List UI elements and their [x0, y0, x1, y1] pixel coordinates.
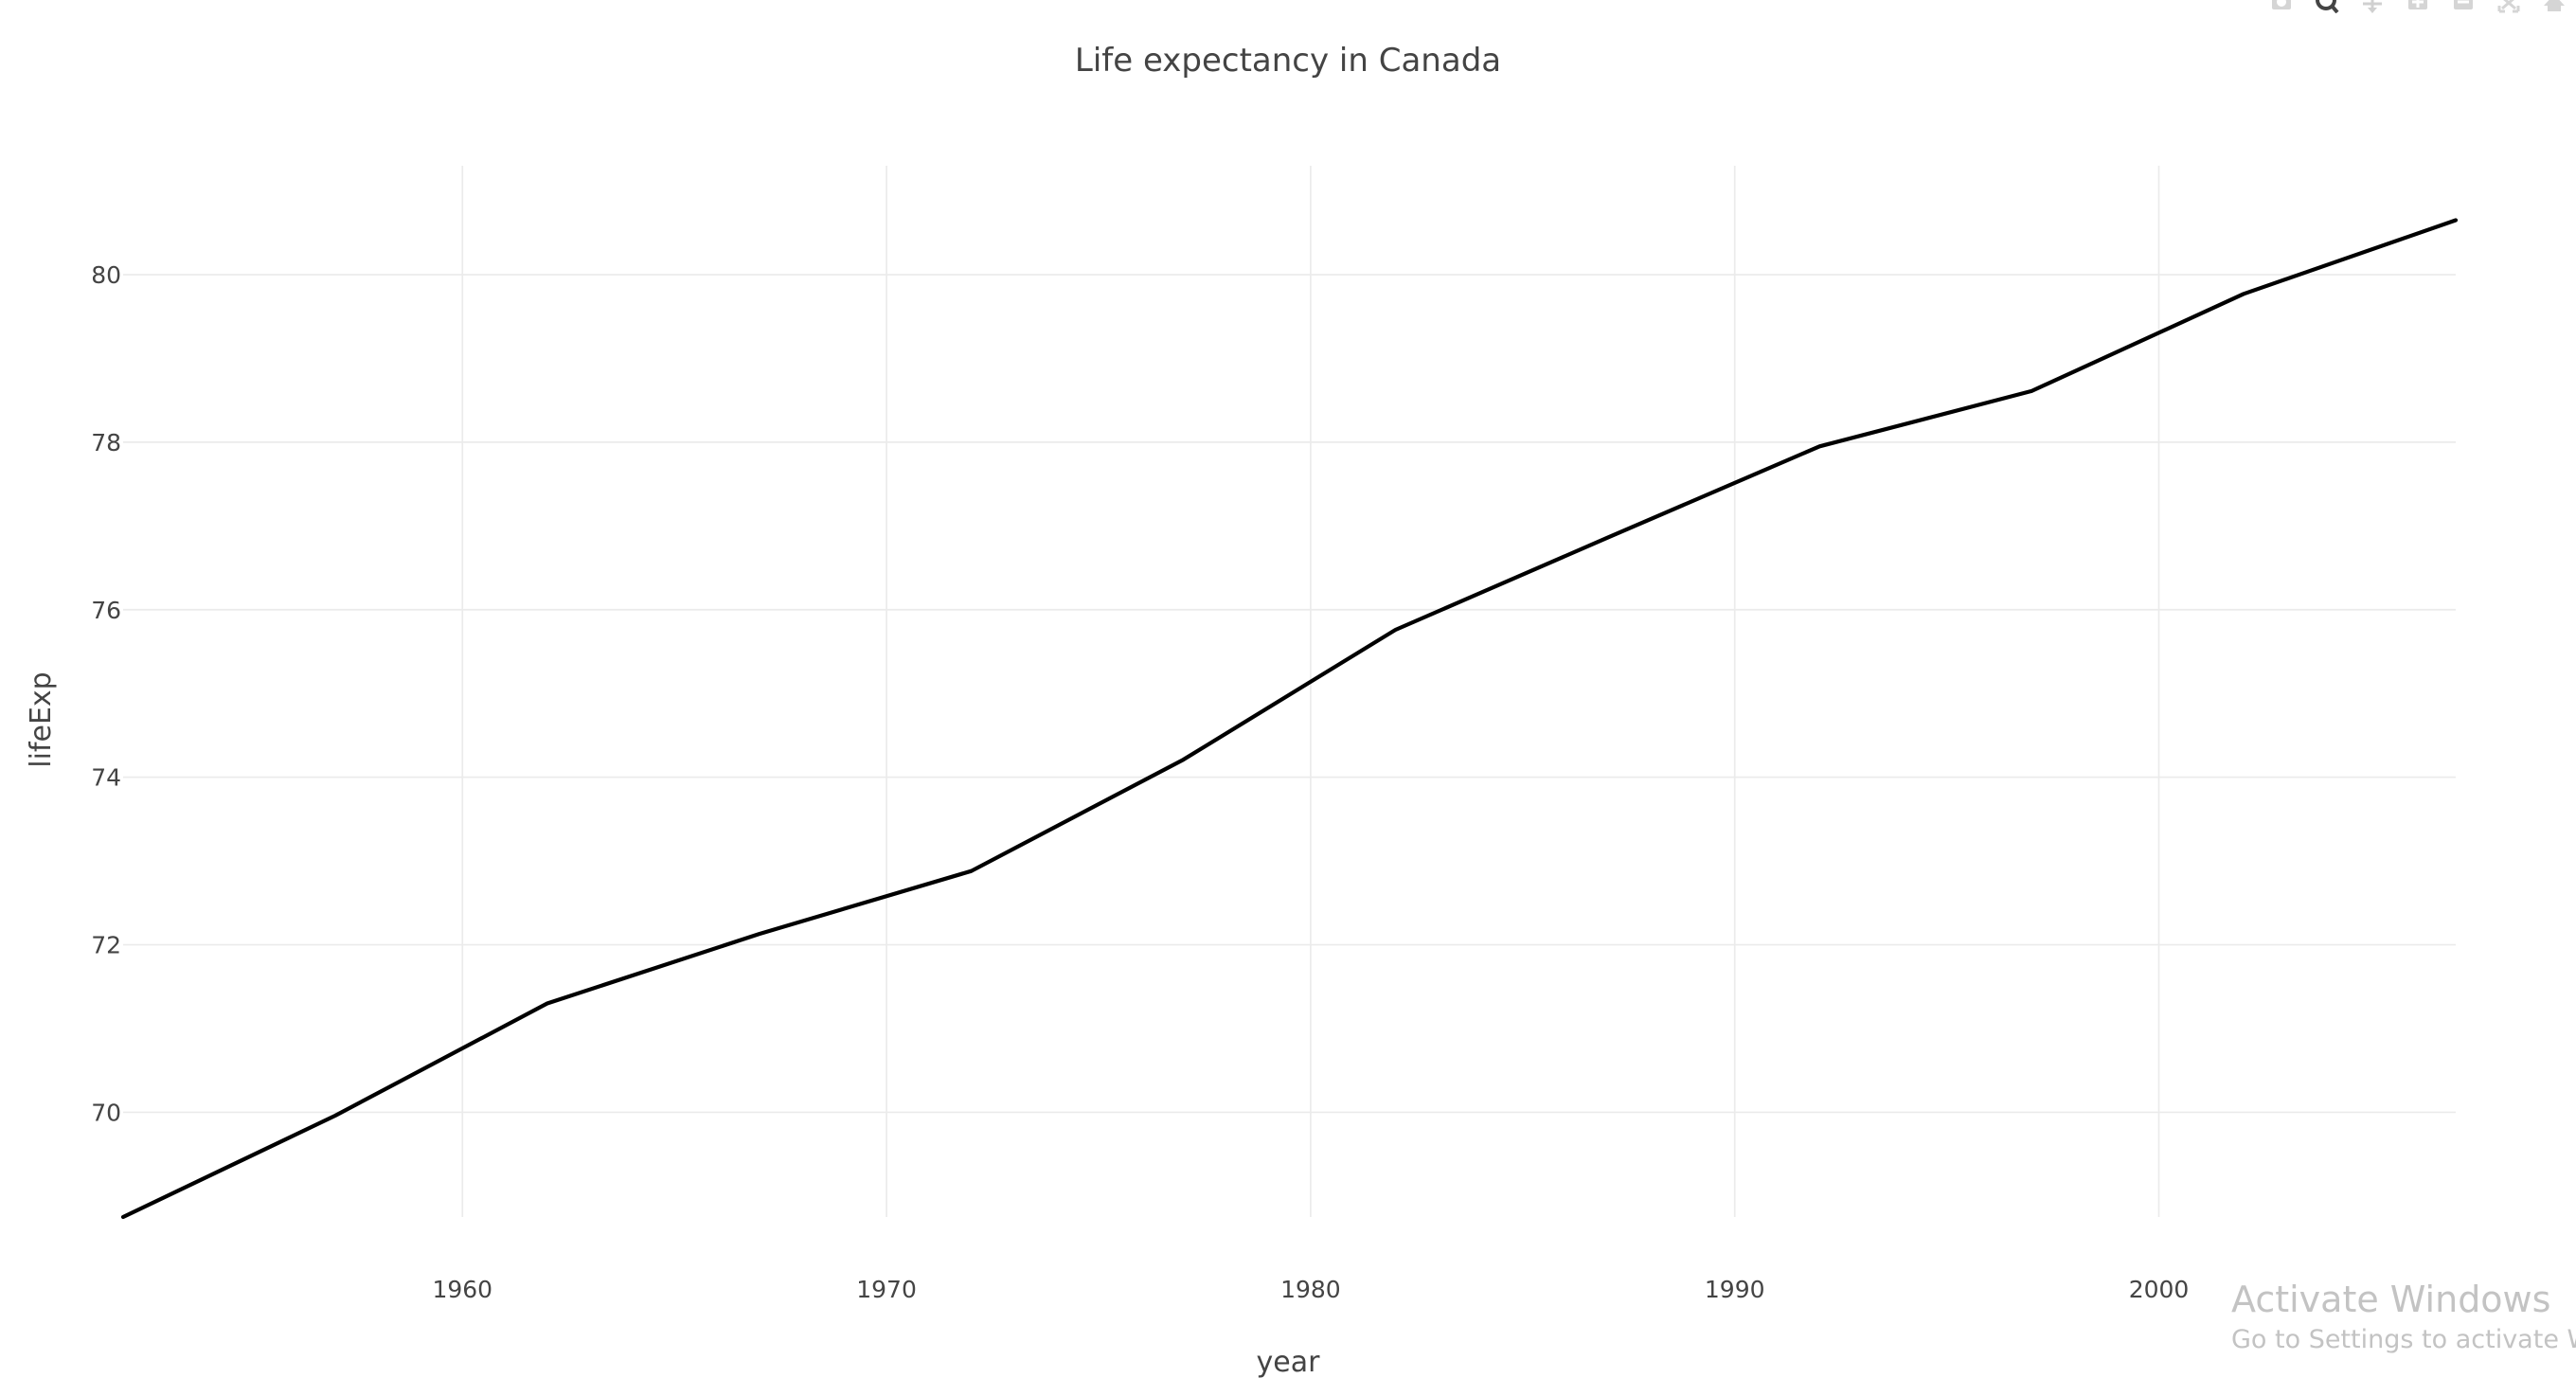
- x-axis-title: year: [1257, 1346, 1321, 1379]
- y-tick-label: 74: [91, 764, 121, 792]
- series-points: [114, 210, 2465, 1226]
- x-tick-label: 1960: [432, 1276, 492, 1303]
- y-gridlines: [123, 274, 2456, 1114]
- x-tick-label: 2000: [2129, 1276, 2190, 1303]
- data-point-2002[interactable]: [2234, 284, 2253, 303]
- y-tick-labels: 70 72 74 76 78 80: [91, 261, 121, 1126]
- data-point-1952[interactable]: [114, 1208, 133, 1226]
- data-point-1997[interactable]: [2022, 382, 2041, 401]
- data-point-2007[interactable]: [2446, 210, 2465, 229]
- autoscale-icon[interactable]: [2496, 0, 2521, 13]
- data-point-1957[interactable]: [326, 1106, 345, 1125]
- x-tick-label: 1970: [856, 1276, 917, 1303]
- data-point-1992[interactable]: [1810, 437, 1829, 456]
- y-tick-label: 70: [91, 1099, 121, 1126]
- series-line[interactable]: [120, 218, 2459, 1220]
- data-point-1972[interactable]: [962, 862, 981, 881]
- x-tick-label: 1980: [1280, 1276, 1341, 1303]
- zoom-icon[interactable]: [2315, 0, 2339, 13]
- modebar-toolbar: [2269, 0, 2576, 15]
- chart-title: Life expectancy in Canada: [1075, 42, 1501, 80]
- y-tick-label: 72: [91, 932, 121, 959]
- y-tick-label: 76: [91, 597, 121, 624]
- data-point-1987[interactable]: [1598, 528, 1617, 547]
- y-axis-title: lifeExp: [25, 671, 58, 767]
- pan-icon[interactable]: [2360, 0, 2385, 13]
- y-tick-label: 80: [91, 261, 121, 289]
- home-icon[interactable]: [2542, 0, 2567, 13]
- camera-icon[interactable]: [2269, 0, 2294, 13]
- y-tick-label: 78: [91, 429, 121, 456]
- watermark-title: Activate Windows: [2231, 1279, 2551, 1320]
- x-tick-label: 1990: [1705, 1276, 1765, 1303]
- watermark-subtitle: Go to Settings to activate Wi: [2231, 1325, 2576, 1354]
- data-point-1977[interactable]: [1174, 750, 1193, 769]
- x-gridlines: [461, 166, 2160, 1217]
- data-point-1982[interactable]: [1386, 620, 1404, 639]
- data-point-1967[interactable]: [750, 924, 769, 943]
- windows-activation-watermark: Activate Windows Go to Settings to activ…: [2231, 1277, 2576, 1358]
- zoom-in-icon[interactable]: [2406, 0, 2430, 13]
- data-point-1962[interactable]: [538, 993, 557, 1012]
- zoom-out-icon[interactable]: [2451, 0, 2476, 13]
- x-tick-labels: 1960 1970 1980 1990 2000: [432, 1276, 2189, 1303]
